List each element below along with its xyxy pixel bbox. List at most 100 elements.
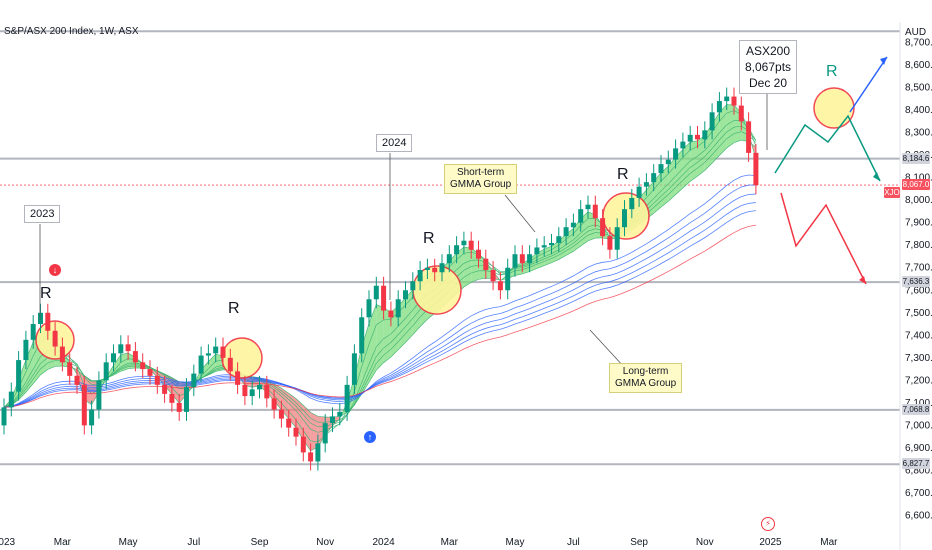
short-term-line2: GMMA Group	[450, 179, 512, 190]
short-ema-line	[3, 104, 757, 452]
candle-body	[403, 290, 408, 300]
arrow-down-marker[interactable]: ↓	[49, 264, 61, 276]
long-ema-line	[3, 202, 756, 408]
x-tick-label: Mar	[54, 537, 72, 548]
symbol-tag: XJO	[884, 187, 900, 198]
candle-body	[563, 227, 569, 237]
leader-short	[504, 194, 536, 233]
lightning-icon[interactable]: ⚡	[761, 517, 775, 531]
price-tag: 7,636.3	[902, 276, 930, 288]
currency-label: AUD	[905, 27, 926, 38]
candle-body	[724, 96, 730, 102]
candle-body	[527, 254, 533, 264]
x-axis[interactable]: 2023 Mar May Jul Sep Nov 2024 Mar May Jul Sep Nov 20…	[0, 537, 838, 548]
candle-body	[381, 285, 387, 311]
x-tick-label: 2024	[372, 537, 395, 548]
y-tick-label: 8,500.0	[905, 83, 932, 94]
y-tick-label: 7,200.0	[905, 375, 932, 386]
y-tick-label: 8,700.0	[905, 38, 932, 49]
label-2023[interactable]: 2023	[24, 205, 61, 223]
short-ribbon-segment	[215, 354, 223, 372]
candle-body	[162, 384, 168, 394]
short-term-callout[interactable]: Short-term GMMA Group	[444, 164, 518, 194]
candle-body	[74, 375, 80, 385]
asx200-callout[interactable]: ASX200 8,067pts Dec 20	[739, 40, 798, 94]
label-2024[interactable]: 2024	[376, 134, 413, 152]
candle-body	[738, 105, 744, 122]
candle-body	[337, 411, 343, 417]
candle-body	[118, 344, 124, 354]
long-ema-line	[3, 174, 756, 408]
arrow-up-marker[interactable]: ↑	[364, 431, 376, 443]
candle-body	[103, 362, 109, 381]
candle-body	[490, 269, 496, 282]
candle-body	[753, 152, 759, 186]
price-tag: 8,184.6	[902, 152, 930, 164]
y-tick-label: 7,600.0	[905, 285, 932, 296]
candle-body	[249, 389, 255, 397]
candle-body	[629, 197, 635, 210]
candle-body	[673, 148, 679, 160]
candle-body	[716, 101, 722, 113]
candle-body	[410, 281, 416, 291]
y-tick-label: 7,000.0	[905, 420, 932, 431]
y-tick-label: 6,700.0	[905, 488, 932, 499]
x-tick-label: Sep	[251, 537, 269, 548]
y-tick-label: 7,900.0	[905, 218, 932, 229]
candle-body	[96, 380, 102, 410]
r-label-1: R	[40, 285, 52, 302]
candle-body	[271, 398, 277, 410]
long-term-callout[interactable]: Long-term GMMA Group	[609, 363, 683, 393]
candle-body	[665, 159, 671, 165]
candle-body	[483, 258, 489, 270]
forecast-red	[780, 192, 867, 285]
short-ribbon-segment	[25, 341, 34, 393]
r-label-5: R	[826, 63, 838, 80]
candle-body	[549, 242, 554, 246]
candle-body	[191, 373, 197, 388]
short-ribbon-segment	[369, 304, 377, 383]
arrowhead-green	[873, 172, 880, 181]
short-ribbon-segment	[274, 383, 282, 410]
x-tick-label: May	[506, 537, 525, 548]
candle-body	[461, 240, 467, 246]
asx-line3: Dec 20	[749, 76, 788, 90]
y-tick-label: 7,300.0	[905, 353, 932, 364]
candle-body	[373, 285, 379, 300]
y-tick-label: 8,600.0	[905, 60, 932, 71]
x-tick-label: 2025	[759, 537, 782, 548]
x-tick-label: 2023	[0, 537, 16, 548]
y-tick-label: 6,800.0	[905, 465, 932, 476]
candle-body	[519, 254, 525, 264]
short-ribbon-segment	[113, 354, 121, 376]
short-ribbon-segment	[661, 166, 669, 208]
x-tick-label: Mar	[441, 537, 459, 548]
candle-body	[578, 209, 584, 223]
candles	[1, 87, 759, 471]
candle-body	[687, 134, 693, 142]
candle-body	[709, 112, 715, 131]
y-tick-label: 7,100.0	[905, 398, 932, 409]
y-tick-label: 8,300.0	[905, 128, 932, 139]
candle-body	[643, 182, 649, 187]
candle-body	[636, 186, 642, 198]
candle-body	[439, 263, 445, 273]
short-ribbon-segment	[697, 135, 705, 177]
candle-body	[169, 393, 175, 403]
candle-body	[395, 299, 401, 318]
candle-body	[556, 236, 562, 243]
asx-line2: 8,067pts	[745, 60, 792, 74]
x-tick-label: May	[119, 537, 138, 548]
candle-body	[388, 310, 394, 318]
candle-body	[111, 353, 116, 363]
candle-body	[505, 267, 511, 291]
candle-body	[512, 254, 518, 268]
r-label-3: R	[423, 230, 435, 247]
candle-body	[622, 209, 627, 228]
x-tick-label: Nov	[696, 537, 714, 548]
gmma-ribbons	[3, 104, 757, 452]
candle-body	[242, 384, 248, 397]
long-ema-line	[3, 193, 756, 408]
y-tick-label: 7,400.0	[905, 330, 932, 341]
y-tick-label: 6,600.0	[905, 510, 932, 521]
